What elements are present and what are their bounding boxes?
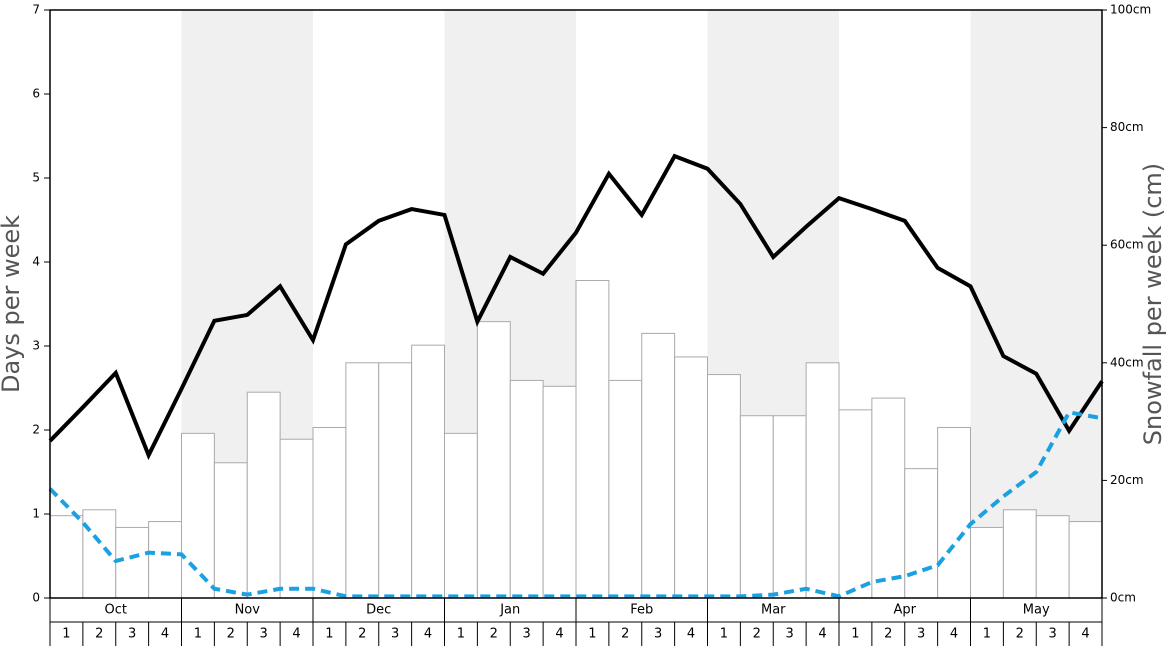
week-label: 3 (917, 627, 925, 642)
bar (838, 409, 873, 599)
y2-tick-label: 60cm (1110, 238, 1144, 252)
week-label: 1 (983, 627, 991, 642)
month-label: Apr (894, 603, 917, 618)
bar (279, 438, 314, 599)
y2-tick-label: 100cm (1110, 3, 1151, 17)
week-label: 1 (851, 627, 859, 642)
month-label: Nov (235, 603, 261, 618)
series-line (48, 153, 1104, 461)
y-axis-title: Days per week (0, 215, 25, 393)
week-label: 2 (884, 627, 892, 642)
bar (674, 356, 708, 599)
plot-area: 0 1 2 3 4 5 6 7 0cm 20cm 40cm 60cm 80cm 100cm Oct 1 2 3 4 N… (32, 3, 1151, 646)
y-tick-label: 5 (32, 171, 40, 185)
week-label: 2 (490, 627, 498, 642)
week-label: 2 (227, 627, 235, 642)
bar (772, 415, 807, 599)
series-line (48, 410, 1103, 599)
bar (904, 468, 939, 599)
bar (575, 279, 610, 599)
week-label: 4 (1081, 627, 1089, 642)
month-label: Dec (366, 603, 391, 618)
y-tick-label: 2 (32, 423, 40, 437)
bar (707, 374, 741, 599)
y2-tick-label: 0cm (1110, 591, 1136, 605)
bar (213, 462, 248, 599)
week-label: 2 (753, 627, 761, 642)
y-tick-label: 7 (32, 3, 40, 17)
y2-axis-title: Snowfall per week (cm) (1139, 163, 1167, 445)
week-label: 4 (555, 627, 563, 642)
bar (937, 426, 971, 599)
month-label: Jan (499, 603, 520, 618)
bar (148, 521, 182, 599)
bar (805, 362, 840, 599)
week-label: 3 (523, 627, 531, 642)
week-label: 1 (720, 627, 728, 642)
week-label: 3 (654, 627, 662, 642)
week-label: 3 (128, 627, 136, 642)
bar (739, 415, 774, 599)
month-label: Oct (105, 603, 127, 618)
week-label: 4 (950, 627, 958, 642)
bar (871, 397, 906, 599)
week-label: 1 (194, 627, 202, 642)
week-label: 1 (325, 627, 333, 642)
y-tick-label: 3 (32, 339, 40, 353)
bar (444, 432, 478, 599)
y-tick-label: 4 (32, 255, 40, 269)
week-label: 2 (358, 627, 366, 642)
bar (345, 362, 380, 599)
bar (181, 432, 215, 599)
bar (115, 526, 150, 599)
week-label: 3 (786, 627, 794, 642)
y-tick-label: 0 (32, 591, 40, 605)
month-label: Mar (761, 603, 786, 618)
month-shade (970, 10, 1102, 598)
bar (641, 332, 676, 599)
y-tick-label: 6 (32, 87, 40, 101)
week-label: 3 (391, 627, 399, 642)
bar (378, 362, 413, 599)
bar (312, 426, 347, 599)
week-label: 4 (818, 627, 826, 642)
y2-tick-label: 80cm (1110, 120, 1144, 134)
week-label: 1 (457, 627, 465, 642)
bar (1002, 509, 1037, 599)
week-label: 2 (1016, 627, 1024, 642)
month-label: May (1023, 603, 1050, 618)
bar (476, 321, 511, 599)
bar (608, 379, 643, 599)
y2-tick-label: 40cm (1110, 355, 1144, 369)
bar (1035, 515, 1070, 599)
week-label: 4 (424, 627, 432, 642)
week-label: 3 (260, 627, 268, 642)
week-label: 4 (292, 627, 300, 642)
bar (49, 515, 84, 599)
week-label: 1 (588, 627, 596, 642)
bar (1068, 521, 1103, 599)
week-label: 4 (687, 627, 695, 642)
bar (246, 391, 281, 599)
week-label: 1 (62, 627, 70, 642)
bar (411, 344, 445, 599)
week-label: 2 (621, 627, 629, 642)
week-label: 2 (95, 627, 103, 642)
week-label: 3 (1049, 627, 1057, 642)
bar (542, 385, 577, 599)
y2-tick-label: 20cm (1110, 473, 1144, 487)
y-tick-label: 1 (32, 507, 40, 521)
bar (509, 379, 544, 599)
bar (970, 526, 1004, 599)
month-label: Feb (630, 603, 653, 618)
week-label: 4 (161, 627, 169, 642)
